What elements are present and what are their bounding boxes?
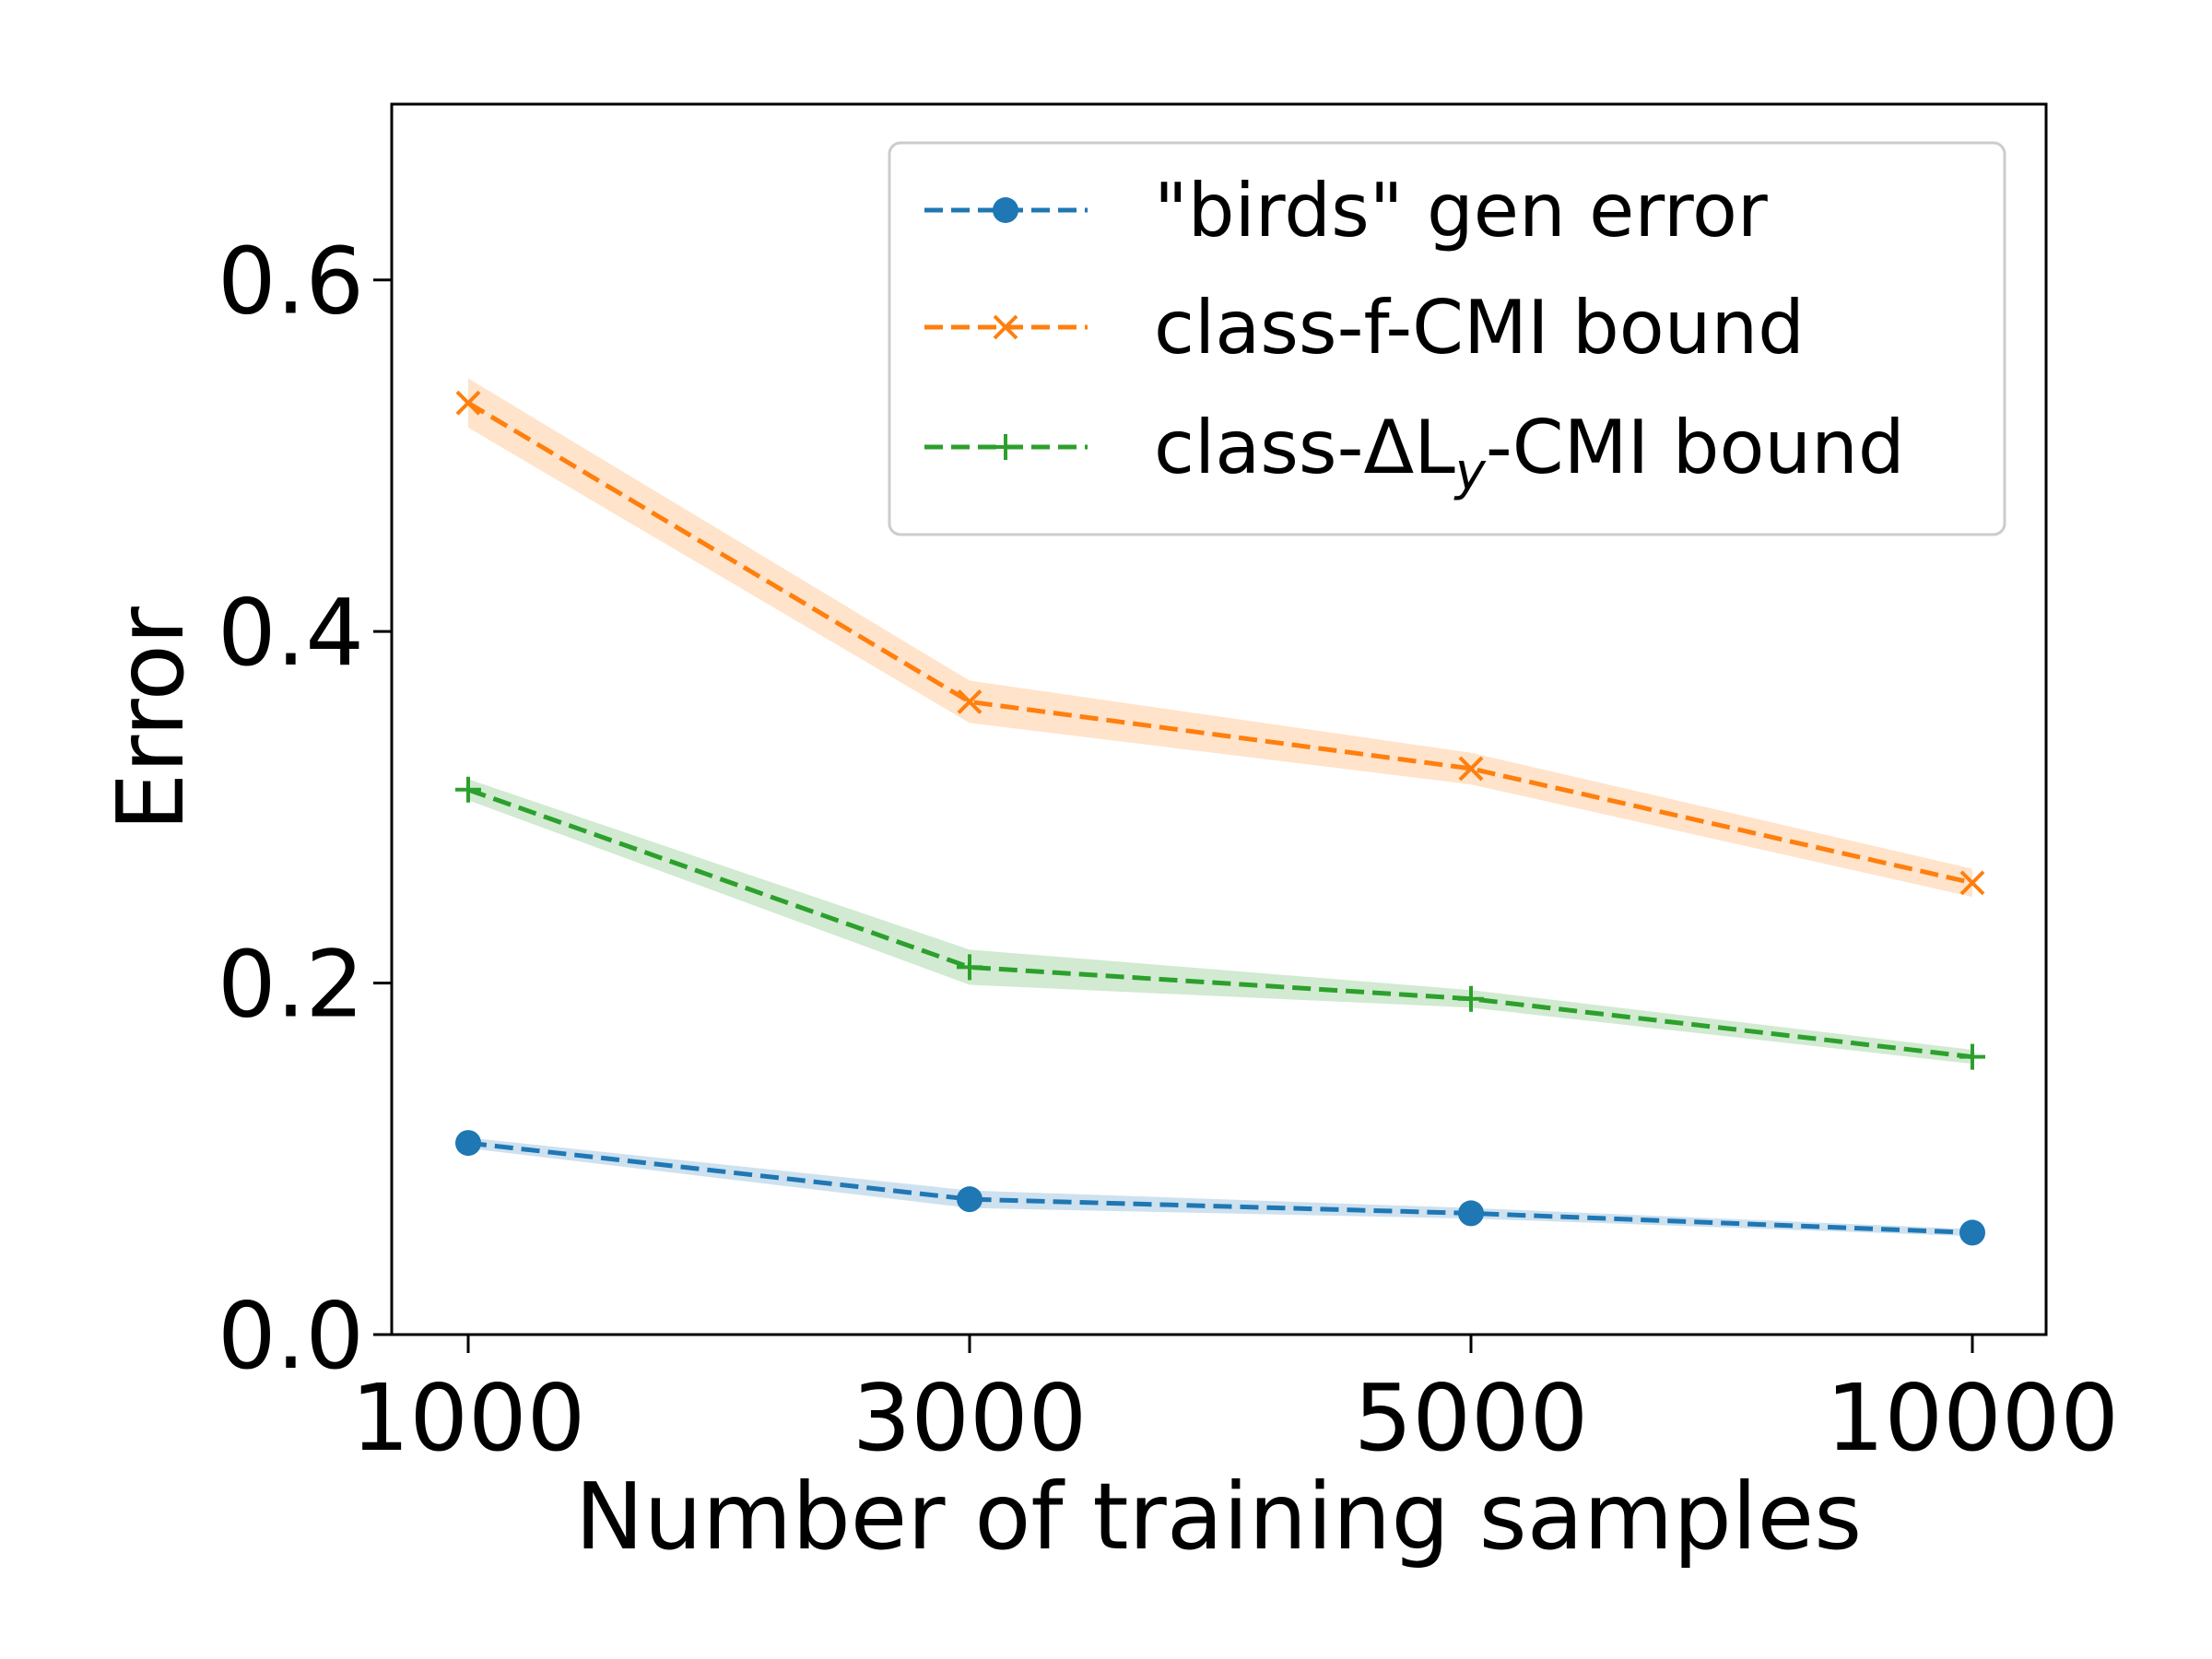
series-1-line [466,401,1973,886]
series-lines [466,401,1973,1235]
x-axis: 1000 3000 5000 10000 [351,1335,2119,1472]
series-0-point-3 [1959,1219,1985,1246]
legend-label-1: class-f-CMI bound [1154,285,1805,371]
legend-swatch-marker-0 [993,197,1018,223]
series-0-point-0 [455,1130,481,1157]
series-2-point-3 [1959,1043,1985,1070]
series-1-point-1 [957,689,982,714]
legend-label-2: class-ΔLy-CMI bound [1154,405,1905,502]
x-tick-label: 3000 [853,1364,1088,1472]
legend-label-0: "birds" gen error [1154,168,1768,253]
series-2-line [467,787,1973,1060]
y-tick-label: 0.4 [218,579,364,687]
x-tick-label: 1000 [351,1364,586,1472]
x-tick-label: 10000 [1826,1364,2119,1472]
legend-swatch-marker-1 [993,314,1018,340]
series-1-point-2 [1458,756,1484,782]
plot-frame [390,102,2048,1336]
series-0-band [468,1137,1972,1237]
x-axis-label: Number of training samples [575,1463,1863,1571]
series-2-point-1 [957,954,982,981]
series-1-band [468,378,1972,898]
series-markers [455,390,1985,1246]
legend-swatch-marker-2 [993,434,1018,460]
series-1-point-3 [1959,870,1985,896]
y-axis: 0.0 0.2 0.4 0.6 [218,228,392,1390]
series-0-point-2 [1458,1200,1484,1227]
y-tick-label: 0.6 [218,228,364,335]
series-0-point-1 [957,1186,982,1213]
series-2-point-2 [1458,985,1484,1012]
confidence-bands [468,378,1972,1237]
series-1-point-0 [455,390,481,416]
y-tick-label: 0.2 [218,931,364,1039]
x-tick-label: 5000 [1354,1364,1589,1472]
series-2-band [468,779,1972,1065]
series-0-line [467,1140,1973,1235]
y-axis-label: Error [97,606,205,831]
legend: "birds" gen error class-f-CMI bound class-… [888,141,2006,536]
series-2-point-0 [455,776,481,803]
y-tick-label: 0.0 [218,1282,364,1390]
legend-box [888,141,2006,536]
